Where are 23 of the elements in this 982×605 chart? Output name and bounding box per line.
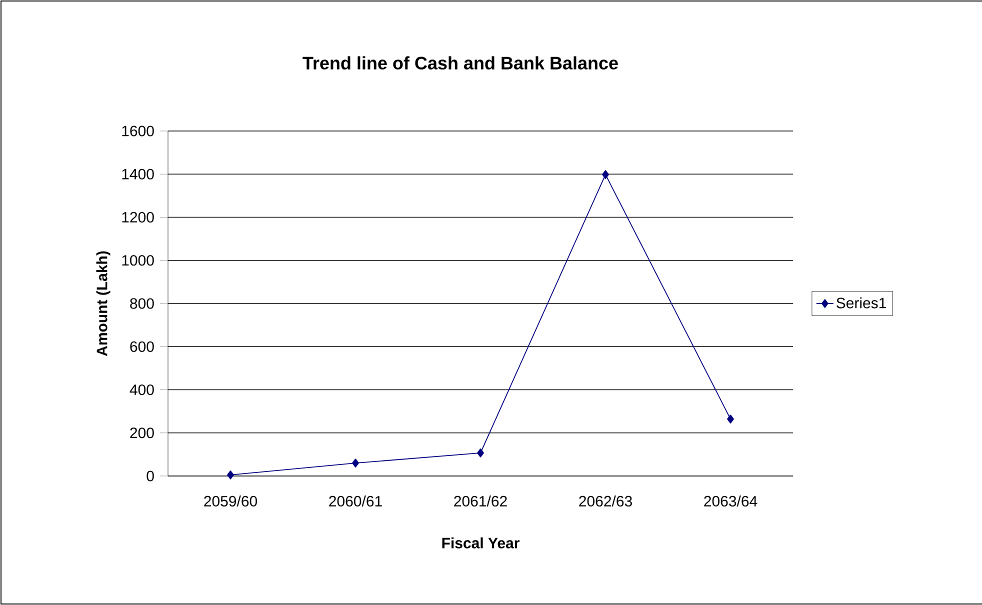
y-axis-title: Amount (Lakh) — [96, 251, 110, 356]
legend-label: Series1 — [836, 297, 886, 308]
x-tick-label: 2060/61 — [329, 496, 382, 507]
x-tick-label: 2063/64 — [704, 496, 758, 507]
x-tick-label: 2061/62 — [454, 496, 507, 507]
point — [477, 448, 484, 458]
chart-title: Trend line of Cash and Bank Balance — [302, 56, 618, 70]
x-tick-label: 2062/63 — [579, 496, 632, 507]
point — [727, 414, 734, 424]
x-axis-title: Fiscal Year — [442, 537, 520, 548]
point — [352, 458, 359, 468]
y-tick-label: 1000 — [122, 255, 154, 266]
y-tick-label: 200 — [130, 428, 154, 438]
point — [602, 170, 609, 180]
y-tick-label: 600 — [130, 341, 154, 352]
y-tick-label: 0 — [146, 470, 154, 482]
y-tick-label: 1200 — [122, 212, 154, 223]
y-tick-label: 400 — [130, 384, 154, 396]
x-tick-label: 2059/60 — [204, 496, 258, 507]
point — [227, 470, 234, 480]
y-tick-label: 1600 — [122, 126, 154, 136]
y-tick-label: 800 — [130, 298, 154, 309]
y-tick-label: 1400 — [122, 168, 154, 180]
